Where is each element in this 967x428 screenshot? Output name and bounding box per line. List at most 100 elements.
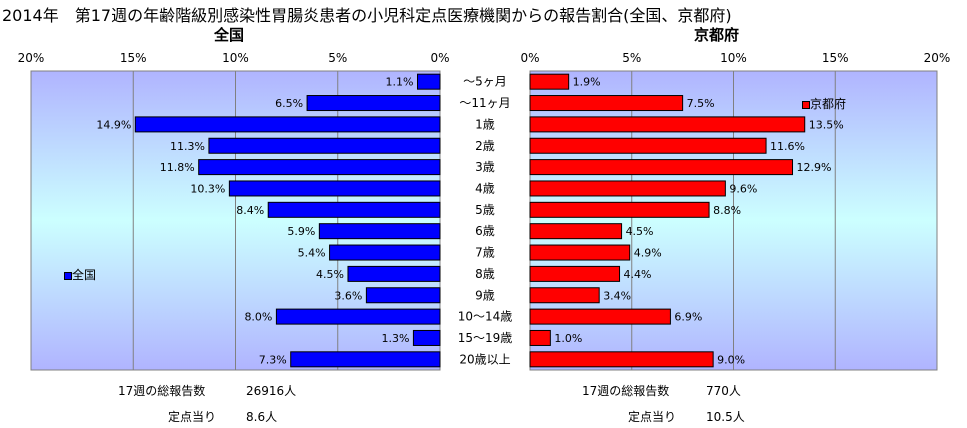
national-data-label: 8.4% [236, 204, 264, 217]
national-panel-title: 全国 [214, 26, 245, 44]
category-label: 20歳以上 [459, 352, 510, 366]
national-legend-swatch [64, 271, 72, 280]
category-label: 5歳 [475, 203, 495, 217]
kyoto-plot: 0% 5% 10% 15% 20% 1.9% 7.5% 13.5% 11.6% 12.9% 9.6%… [520, 51, 951, 371]
category-label: 〜11ヶ月 [459, 96, 510, 110]
kyoto-bar [529, 159, 794, 176]
national-bar [275, 308, 441, 325]
kyoto-tick-label: 20% [924, 51, 951, 65]
national-tick-label: 0% [430, 51, 449, 65]
kyoto-per-value: 10.5人 [706, 410, 745, 424]
national-data-label: 5.9% [287, 225, 315, 238]
kyoto-data-label: 12.9% [797, 161, 832, 174]
national-per-label: 定点当り [168, 410, 217, 424]
kyoto-bar [529, 116, 806, 133]
kyoto-bar [529, 223, 623, 240]
national-legend: 全国 [64, 266, 96, 283]
kyoto-legend-swatch [802, 100, 810, 109]
national-bar [134, 116, 441, 133]
national-bar [318, 223, 441, 240]
national-bar [228, 180, 441, 197]
kyoto-data-label: 7.5% [687, 97, 715, 110]
national-data-label: 6.5% [275, 97, 303, 110]
national-data-label: 3.6% [334, 289, 362, 302]
category-label: 2歳 [475, 139, 495, 153]
kyoto-tick-label: 0% [520, 51, 539, 65]
kyoto-bar [529, 244, 631, 261]
national-tick-label: 20% [18, 51, 45, 65]
kyoto-data-label: 6.9% [674, 311, 702, 324]
kyoto-data-label: 9.6% [729, 182, 757, 195]
kyoto-tick-label: 15% [822, 51, 849, 65]
kyoto-bar [529, 265, 621, 282]
national-tick-label: 5% [328, 51, 347, 65]
national-data-label: 4.5% [316, 268, 344, 281]
national-bar [412, 329, 441, 346]
national-data-label: 11.8% [160, 161, 195, 174]
kyoto-data-label: 3.4% [603, 289, 631, 302]
kyoto-bar [529, 95, 684, 112]
kyoto-data-label: 9.0% [717, 353, 745, 366]
category-label: 9歳 [475, 288, 495, 302]
kyoto-data-label: 11.6% [770, 140, 805, 153]
kyoto-data-label: 4.5% [626, 225, 654, 238]
kyoto-data-label: 1.0% [554, 332, 582, 345]
category-label: 6歳 [475, 224, 495, 238]
national-data-label: 14.9% [96, 118, 131, 131]
kyoto-bar [529, 137, 767, 154]
category-label: 4歳 [475, 181, 495, 195]
national-data-label: 11.3% [170, 140, 205, 153]
national-plot: 20% 15% 10% 5% 0% 1.1% 6.5% 14.9% 11.3% 11.8% 10.3… [18, 51, 450, 371]
national-bar [198, 159, 441, 176]
national-bar [329, 244, 441, 261]
kyoto-bar [529, 308, 671, 325]
chart-title: 2014年 第17週の年齢階級別感染性胃腸炎患者の小児科定点医療機関からの報告割… [2, 6, 732, 25]
category-label: 3歳 [475, 160, 495, 174]
kyoto-per-label: 定点当り [628, 410, 677, 424]
kyoto-bar [529, 329, 551, 346]
kyoto-data-label: 1.9% [573, 76, 601, 89]
national-data-label: 7.3% [259, 353, 287, 366]
kyoto-tick-label: 5% [622, 51, 641, 65]
national-bar [347, 265, 441, 282]
category-label: 〜5ヶ月 [463, 75, 507, 89]
national-legend-label: 全国 [72, 268, 97, 282]
national-bar [306, 95, 441, 112]
national-data-label: 1.3% [381, 332, 409, 345]
national-data-label: 1.1% [386, 76, 414, 89]
kyoto-data-label: 4.9% [634, 247, 662, 260]
kyoto-data-label: 8.8% [713, 204, 741, 217]
category-label: 7歳 [475, 246, 495, 260]
category-label: 1歳 [475, 117, 495, 131]
national-tick-label: 15% [120, 51, 147, 65]
kyoto-bar [529, 73, 570, 90]
category-label: 15〜19歳 [458, 331, 513, 345]
national-data-label: 8.0% [244, 311, 272, 324]
kyoto-bar [529, 201, 710, 218]
national-data-label: 5.4% [298, 247, 326, 260]
national-total-label: 17週の総報告数 [118, 384, 206, 398]
kyoto-legend: 京都府 [802, 95, 846, 112]
kyoto-bar [529, 180, 726, 197]
national-per-value: 8.6人 [246, 410, 278, 424]
category-label: 8歳 [475, 267, 495, 281]
kyoto-data-label: 13.5% [809, 118, 844, 131]
category-labels: 〜5ヶ月〜11ヶ月 1歳 2歳 3歳 4歳 5歳 6歳 7歳 8歳 9歳 10〜14歳 15〜19歳 2… [458, 75, 513, 367]
national-bar [208, 137, 441, 154]
national-bar [290, 351, 441, 368]
category-label: 10〜14歳 [458, 310, 513, 324]
kyoto-data-label: 4.4% [624, 268, 652, 281]
national-tick-label: 10% [222, 51, 249, 65]
kyoto-bar [529, 351, 714, 368]
kyoto-tick-label: 10% [720, 51, 747, 65]
national-bar [267, 201, 441, 218]
national-total-value: 26916人 [246, 384, 297, 398]
kyoto-total-label: 17週の総報告数 [582, 384, 670, 398]
kyoto-legend-label: 京都府 [810, 97, 847, 111]
kyoto-total-value: 770人 [706, 384, 741, 398]
national-bar [417, 73, 441, 90]
kyoto-bar [529, 287, 600, 304]
kyoto-panel-title: 京都府 [694, 26, 740, 44]
national-bar [365, 287, 441, 304]
